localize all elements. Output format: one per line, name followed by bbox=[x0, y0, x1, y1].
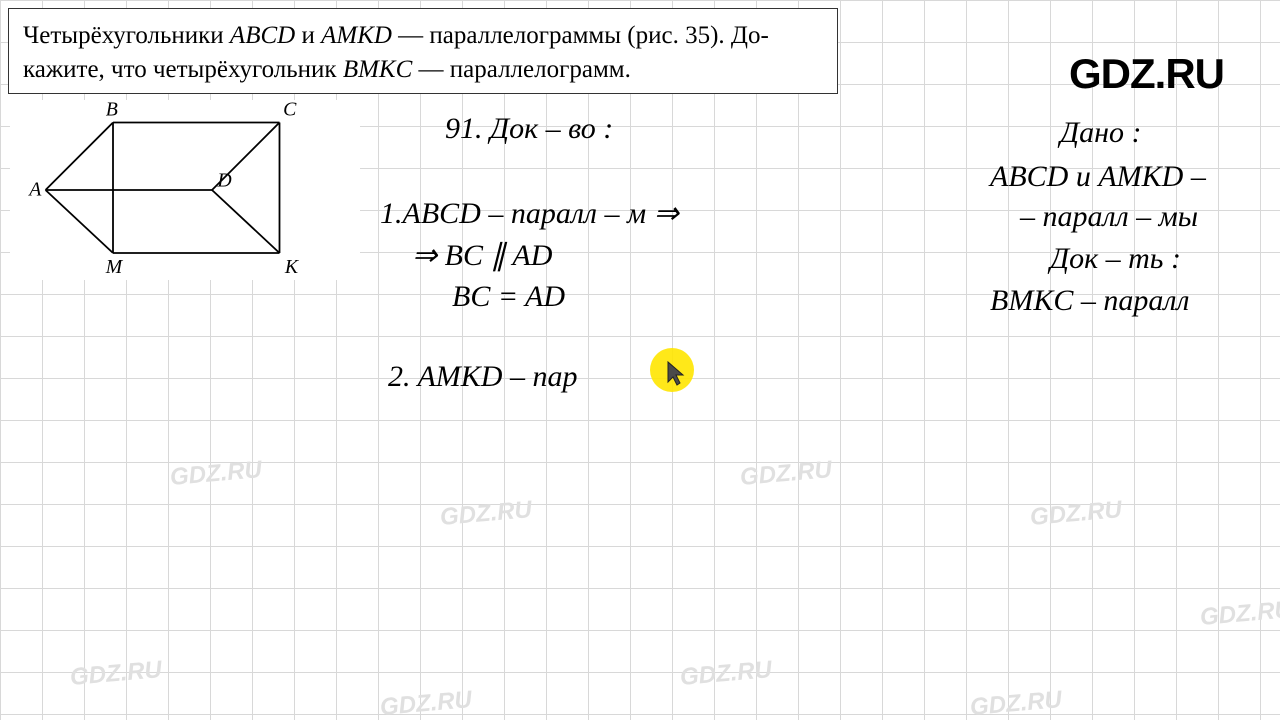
problem-line1-c: и bbox=[295, 22, 321, 49]
given-heading: Дано : bbox=[1060, 116, 1141, 150]
site-logo: GDZ.RU bbox=[1069, 50, 1224, 98]
svg-text:B: B bbox=[106, 100, 118, 120]
problem-abcd: ABCD bbox=[230, 22, 295, 49]
given-line1: ABCD и AMKD – bbox=[990, 160, 1206, 194]
prove-heading: Док – ть : bbox=[1050, 242, 1181, 276]
proof-step1c: BC = AD bbox=[452, 280, 565, 314]
proof-title: 91. Док – во : bbox=[445, 112, 613, 146]
prove-line1: BMKC – паралл bbox=[990, 284, 1190, 318]
svg-text:K: K bbox=[284, 256, 300, 278]
geometry-diagram: A B C D M K bbox=[10, 100, 360, 280]
svg-text:A: A bbox=[27, 178, 42, 200]
problem-line1-a: Четырёхугольники bbox=[23, 22, 230, 49]
problem-bmkc: BMKC bbox=[343, 56, 412, 83]
problem-amkd: AMKD bbox=[321, 22, 392, 49]
proof-step1a: 1.ABCD – паралл – м ⇒ bbox=[380, 196, 679, 231]
problem-line2-a: кажите, что четырёхугольник bbox=[23, 56, 343, 83]
problem-statement: Четырёхугольники ABCD и AMKD — параллело… bbox=[8, 8, 838, 94]
problem-line2-c: — параллелограмм. bbox=[412, 56, 631, 83]
cursor-icon bbox=[666, 360, 686, 386]
svg-text:D: D bbox=[216, 169, 231, 191]
proof-step2: 2. AMKD – пар bbox=[388, 360, 577, 394]
svg-text:M: M bbox=[105, 256, 124, 278]
problem-line1-e: — параллелограммы (рис. 35). До- bbox=[392, 22, 769, 49]
svg-text:C: C bbox=[283, 100, 297, 120]
given-line2: – паралл – мы bbox=[1020, 200, 1198, 234]
proof-step1b: ⇒ BC ∥ AD bbox=[412, 238, 552, 273]
